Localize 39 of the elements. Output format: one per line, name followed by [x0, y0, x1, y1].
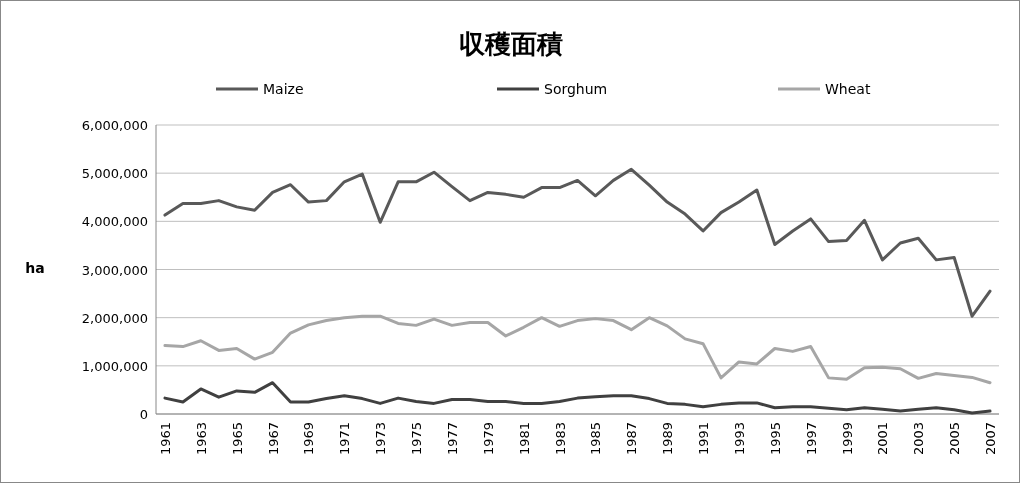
y-tick-label: 1,000,000 — [81, 358, 148, 374]
x-tick-label: 1965 — [229, 422, 245, 456]
x-tick-label: 2001 — [875, 422, 891, 456]
line-series — [163, 381, 992, 415]
line-series — [163, 167, 992, 318]
x-tick-label: 1995 — [767, 422, 783, 456]
chart-title: 収穫面積 — [459, 29, 563, 59]
legend-label: Maize — [263, 81, 304, 97]
y-tick-label: 2,000,000 — [81, 310, 148, 326]
y-axis-title: ha — [25, 260, 45, 276]
legend-label: Wheat — [825, 81, 871, 97]
x-tick-label: 1979 — [480, 422, 496, 456]
x-tick-label: 1991 — [696, 422, 712, 456]
y-tick-label: 0 — [139, 407, 148, 422]
x-tick-label: 1983 — [552, 422, 568, 456]
y-tick-label: 3,000,000 — [81, 262, 148, 278]
x-tick-label: 1963 — [193, 422, 209, 456]
x-tick-label: 2005 — [947, 422, 963, 456]
legend-label: Sorghum — [544, 81, 608, 97]
x-tick-label: 1997 — [803, 422, 819, 456]
x-tick-label: 2003 — [911, 422, 927, 456]
x-tick-label: 1967 — [265, 422, 281, 456]
y-tick-label: 6,000,000 — [81, 118, 148, 133]
x-tick-label: 1993 — [731, 422, 747, 456]
x-tick-label: 1981 — [516, 422, 532, 456]
x-tick-label: 1999 — [839, 422, 855, 456]
x-tick-label: 1985 — [588, 422, 604, 456]
x-tick-label: 1977 — [444, 422, 460, 456]
line-series — [163, 314, 992, 385]
x-tick-label: 1973 — [373, 422, 389, 456]
x-tick-label: 1969 — [301, 422, 317, 456]
x-tick-label: 1961 — [157, 422, 173, 456]
x-tick-label: 2007 — [983, 422, 999, 456]
x-tick-label: 1987 — [624, 422, 640, 456]
y-tick-label: 5,000,000 — [81, 166, 148, 182]
x-tick-label: 1989 — [660, 422, 676, 456]
y-tick-label: 4,000,000 — [81, 214, 148, 230]
x-tick-label: 1971 — [337, 422, 353, 456]
x-tick-label: 1975 — [409, 422, 425, 456]
